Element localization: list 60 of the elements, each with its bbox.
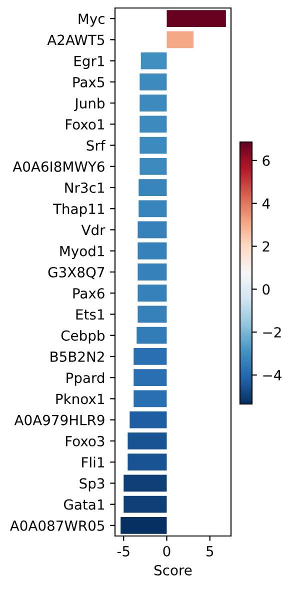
bar — [140, 136, 167, 154]
color-bar-label: 6 — [262, 155, 270, 166]
bar — [124, 474, 167, 492]
bar — [136, 326, 167, 344]
bar — [138, 221, 167, 238]
bar — [130, 411, 167, 428]
bar — [120, 516, 167, 534]
bar — [128, 432, 167, 450]
y-tick-label: A2AWT5 — [47, 34, 104, 46]
color-bar-label: 2 — [262, 241, 270, 252]
y-tick-label: Foxo3 — [66, 436, 104, 446]
y-tick-label: Pknox1 — [56, 393, 104, 404]
y-tick-label: Egr1 — [74, 56, 104, 69]
y-tick-label: Foxo1 — [66, 119, 104, 130]
color-bar-label: 0 — [262, 284, 270, 295]
y-tick-label: Myod1 — [60, 246, 104, 260]
color-bar-label: −4 — [263, 370, 282, 380]
bar — [140, 52, 167, 70]
bar — [128, 454, 167, 471]
bar — [134, 348, 167, 365]
y-tick-label: Junb — [74, 98, 105, 112]
y-tick-label: A0A6I8MWY6 — [12, 161, 104, 172]
y-tick-label: Fli1 — [82, 456, 104, 468]
bar — [140, 73, 167, 90]
bar — [124, 496, 167, 513]
color-bar-label: −2 — [263, 327, 281, 338]
x-tick-label: 5 — [206, 546, 214, 556]
y-tick-label: Srf — [86, 140, 106, 151]
y-tick-label: Gata1 — [64, 499, 104, 510]
bar — [138, 306, 167, 323]
bar — [134, 369, 167, 386]
bar — [166, 31, 194, 48]
bar — [138, 284, 167, 302]
bar — [166, 10, 226, 28]
y-tick-label: Nr3c1 — [65, 182, 104, 193]
y-tick-label: Cebpb — [61, 330, 105, 344]
bar — [140, 94, 167, 112]
y-tick-label: Myc — [78, 14, 104, 27]
bar — [138, 200, 167, 218]
y-tick-label: B5B2N2 — [50, 351, 104, 362]
y-tick-label: Vdr — [81, 224, 106, 236]
y-tick-label: G3X8Q7 — [48, 266, 104, 280]
y-tick-label: A0A087WR05 — [10, 520, 104, 531]
bar — [134, 390, 167, 408]
y-tick-label: Sp3 — [80, 478, 104, 492]
x-tick-label: 0 — [163, 546, 170, 556]
y-tick-label: A0A979HLR9 — [14, 414, 104, 426]
y-tick-label: Ppard — [66, 372, 104, 386]
y-tick-label: Thap11 — [52, 203, 104, 217]
y-tick-label: Pax6 — [73, 288, 104, 299]
bar — [138, 242, 167, 260]
bar — [138, 179, 167, 196]
color-bar-label: 4 — [262, 198, 270, 209]
bar — [140, 116, 167, 133]
bar — [138, 264, 167, 280]
x-axis-title: Score — [154, 564, 192, 576]
x-tick-label: -5 — [117, 546, 130, 556]
bar — [140, 158, 167, 175]
y-tick-label: Ets1 — [76, 309, 104, 320]
y-tick-label: Pax5 — [73, 77, 104, 88]
